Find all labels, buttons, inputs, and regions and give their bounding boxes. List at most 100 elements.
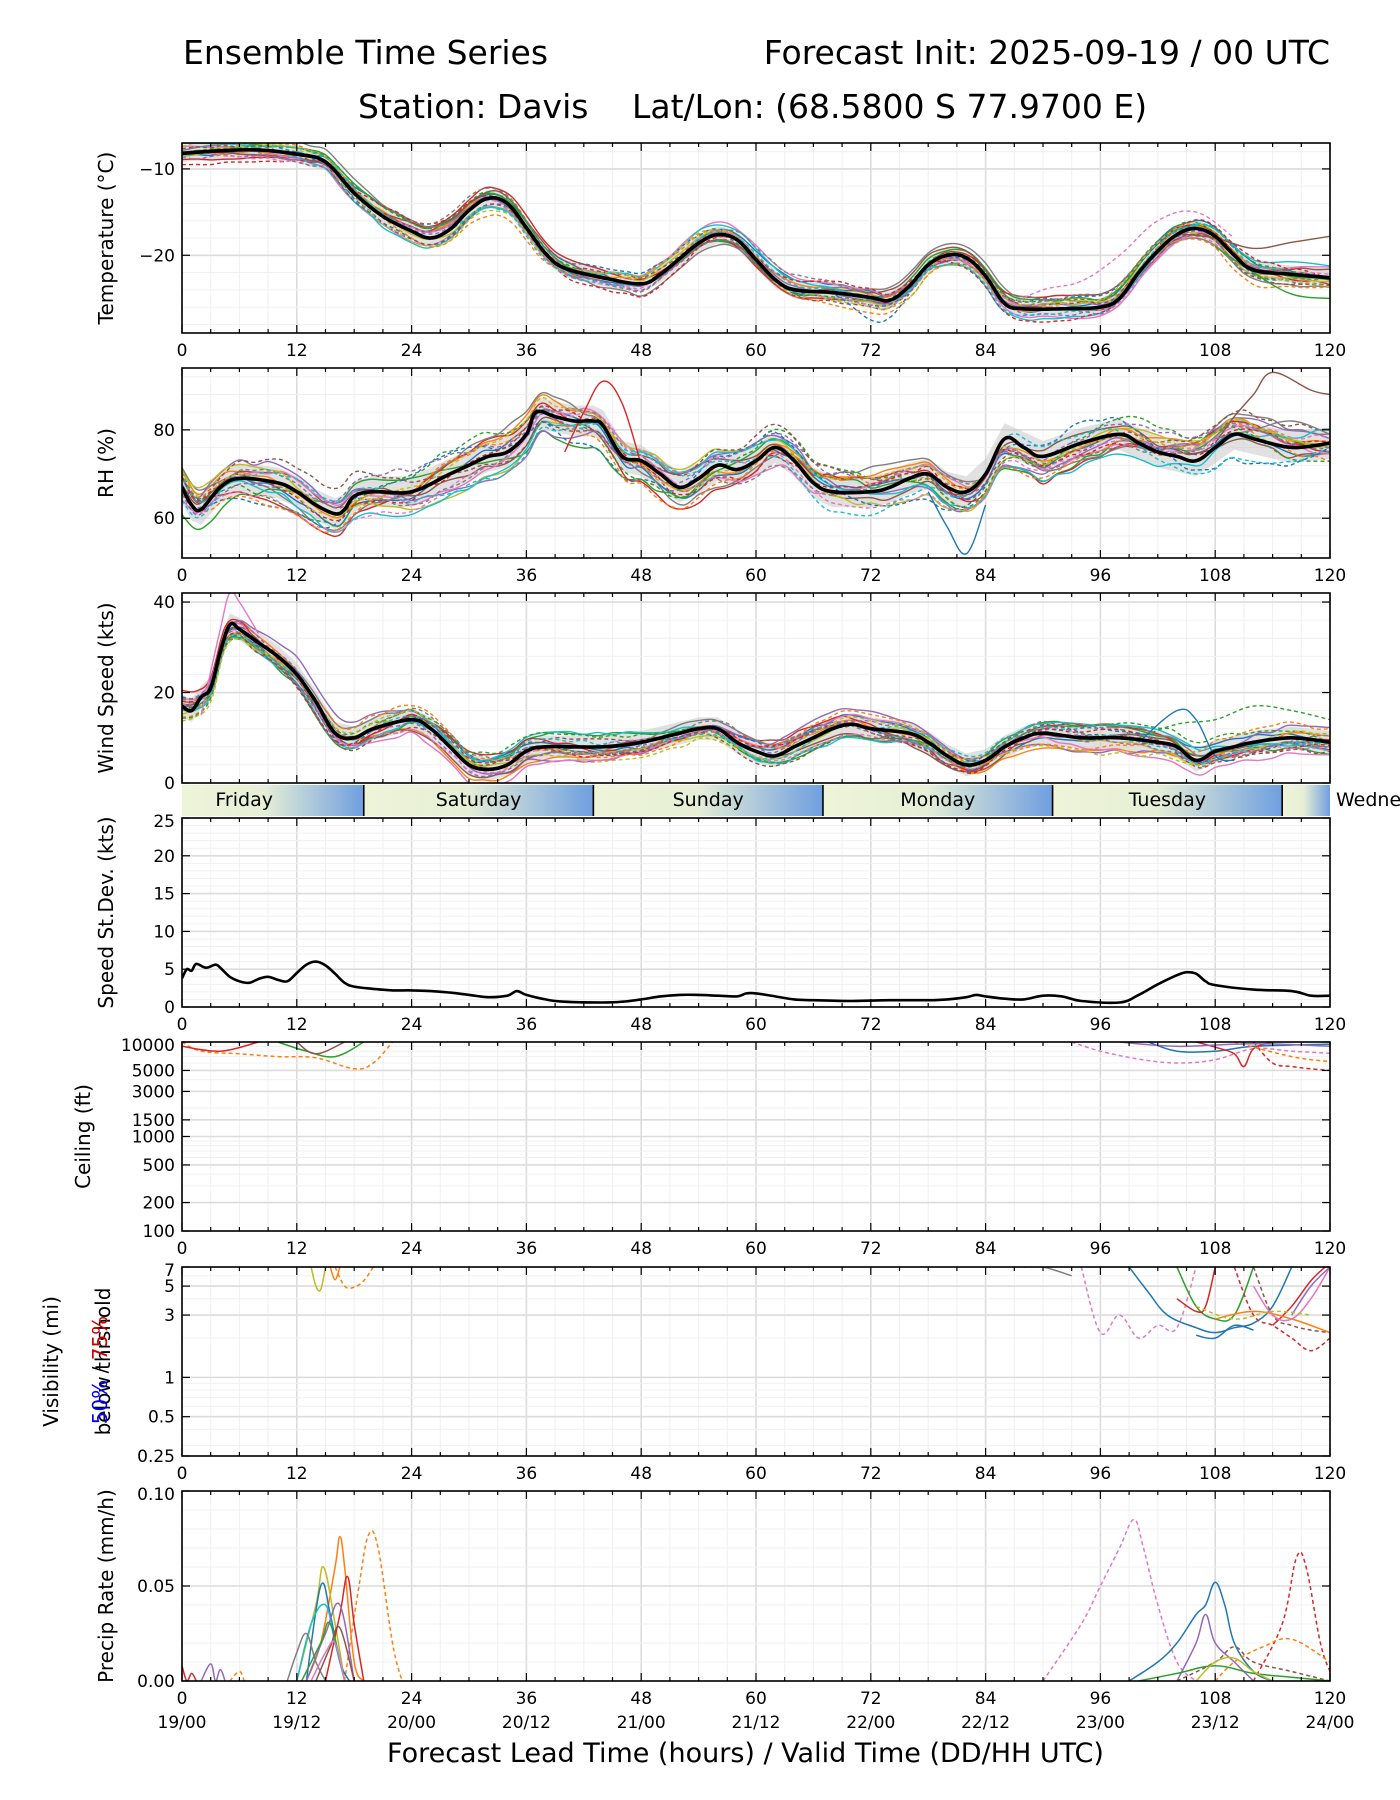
day-label-3: Monday <box>900 789 975 811</box>
plot-area-ceiling <box>182 1042 1330 1072</box>
x-tick-label: 84 <box>975 566 997 586</box>
member-line <box>182 416 1330 509</box>
x-tick-label: 60 <box>745 1015 767 1035</box>
member-line <box>1138 705 1330 739</box>
member-line <box>182 413 1330 516</box>
member-line <box>296 1603 346 1681</box>
member-line <box>315 1625 355 1681</box>
x-tick-label: 60 <box>745 341 767 361</box>
member-line <box>310 1640 346 1681</box>
y-tick-label: 3000 <box>132 1082 175 1102</box>
member-line <box>1071 1042 1330 1064</box>
x-tick-date: 19/12 <box>272 1713 321 1733</box>
member-line <box>1176 1613 1255 1681</box>
x-tick-label: 120 <box>1314 1239 1346 1259</box>
member-line <box>1023 1267 1072 1277</box>
x-tick-label: 72 <box>860 1015 882 1035</box>
y-axis-label-rh: RH (%) <box>94 428 118 498</box>
x-tick-label: 72 <box>860 1239 882 1259</box>
panel-speed_stdev: 0 12 24 36 48 60 72 84 96 108 120 0 5 10 15 20 25 Speed S… <box>94 812 1346 1035</box>
plot-area-rh <box>182 371 1330 555</box>
station-latlon: Lat/Lon: (68.5800 S 77.9700 E) <box>632 87 1148 126</box>
x-axis-speed_stdev: 0 12 24 36 48 60 72 84 96 108 120 <box>177 818 1346 1035</box>
x-tick-label: 48 <box>630 566 652 586</box>
x-tick-label: 12 <box>286 1464 308 1484</box>
day-band-segment <box>822 785 1053 816</box>
x-tick-label: 48 <box>630 341 652 361</box>
ensemble-mean-line <box>182 409 1330 516</box>
y-tick-label: 15 <box>153 885 175 905</box>
x-tick-label: 24 <box>401 341 423 361</box>
x-axis-visibility: 0 12 24 36 48 60 72 84 96 108 120 <box>177 1267 1346 1484</box>
member-line <box>296 1042 345 1055</box>
x-tick-label: 108 <box>1199 1464 1231 1484</box>
plot-area-precip_rate <box>182 1518 1330 1681</box>
x-tick-label: 12 <box>286 1015 308 1035</box>
day-band-segment <box>1282 785 1330 816</box>
member-line <box>1138 708 1235 762</box>
member-line <box>1234 1042 1330 1063</box>
day-label-4: Tuesday <box>1128 789 1206 811</box>
x-tick-label: 0 <box>177 1464 188 1484</box>
x-tick-label: 84 <box>975 1015 997 1035</box>
y-tick-label: 0.25 <box>137 1447 175 1467</box>
y-tick-label: 0.00 <box>137 1672 175 1692</box>
x-tick-date: 23/12 <box>1191 1713 1240 1733</box>
member-line <box>200 1663 226 1681</box>
member-line <box>329 1267 341 1281</box>
member-line <box>182 408 1330 509</box>
x-tick-label: 96 <box>1090 566 1112 586</box>
member-line <box>1252 1267 1330 1322</box>
y-axis-speed_stdev: 0 5 10 15 20 25 <box>153 812 1330 1018</box>
member-line <box>1128 1267 1293 1334</box>
y-tick-label: 7 <box>164 1261 175 1281</box>
x-tick-label: 108 <box>1199 566 1231 586</box>
x-tick-label: 96 <box>1090 1689 1112 1709</box>
day-label-2: Sunday <box>673 789 744 811</box>
y-tick-label: 5 <box>164 960 175 980</box>
x-axis-rh: 0 12 24 36 48 60 72 84 96 108 120 <box>177 368 1346 586</box>
x-tick-label: 108 <box>1199 341 1231 361</box>
day-label-5: Wedne <box>1336 789 1400 811</box>
y-tick-label: 10 <box>153 922 175 942</box>
spread-band-wind_speed <box>182 613 1330 781</box>
x-tick-date: 20/12 <box>502 1713 551 1733</box>
grid-precip_rate <box>181 1490 1331 1682</box>
grid-ceiling <box>181 1041 1331 1232</box>
y-tick-label: 20 <box>153 847 175 867</box>
x-tick-date: 22/00 <box>846 1713 895 1733</box>
x-tick-label: 120 <box>1314 1689 1346 1709</box>
station-name: Station: Davis <box>358 87 589 126</box>
day-band-segment <box>182 785 364 816</box>
y-tick-label: 0.5 <box>148 1408 175 1428</box>
member-line <box>182 632 1330 775</box>
member-line <box>182 620 1330 775</box>
y-tick-label: 60 <box>153 509 175 529</box>
member-line <box>1128 1581 1273 1681</box>
y-tick-label: −10 <box>139 160 175 180</box>
member-line <box>927 491 987 555</box>
vis-pct-sep: / <box>88 1360 112 1380</box>
y-axis-visibility: 0.25 0.5 1 3 57 <box>137 1261 1330 1467</box>
x-tick-label: 48 <box>630 1015 652 1035</box>
y-tick-label: 20 <box>153 684 175 704</box>
member-line <box>286 1632 327 1681</box>
x-tick-date: 21/12 <box>732 1713 781 1733</box>
x-tick-label: 120 <box>1314 1015 1346 1035</box>
ensemble-mean-line <box>182 147 1330 312</box>
member-line <box>1176 1646 1330 1681</box>
member-line <box>1195 1305 1311 1320</box>
x-axis-label: Forecast Lead Time (hours) / Valid Time … <box>387 1738 1104 1769</box>
member-line <box>201 143 1330 308</box>
x-tick-label: 96 <box>1090 341 1112 361</box>
x-tick-label: 72 <box>860 1464 882 1484</box>
x-tick-label: 24 <box>401 566 423 586</box>
day-band: Friday Saturday Sunday Monday Tuesday Wedne <box>182 785 1400 816</box>
y-tick-label: 5000 <box>132 1061 175 1081</box>
y-axis-label-speed_stdev: Speed St.Dev. (kts) <box>94 816 118 1008</box>
member-line <box>182 404 1330 522</box>
member-line <box>1252 1267 1330 1334</box>
member-line <box>794 291 910 323</box>
plot-area-temperature <box>182 143 1330 323</box>
